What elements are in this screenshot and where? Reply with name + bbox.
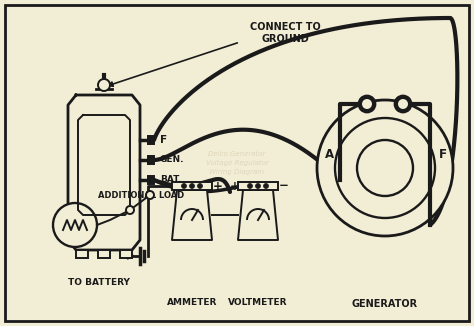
Text: AMMETER: AMMETER bbox=[167, 298, 217, 307]
Circle shape bbox=[255, 184, 261, 188]
Circle shape bbox=[190, 184, 194, 188]
Text: CONNECT TO
GROUND: CONNECT TO GROUND bbox=[250, 22, 320, 44]
Bar bbox=[238, 182, 278, 190]
Circle shape bbox=[363, 100, 371, 108]
Circle shape bbox=[182, 184, 186, 188]
Circle shape bbox=[98, 79, 110, 91]
Text: VOLTMETER: VOLTMETER bbox=[228, 298, 288, 307]
Circle shape bbox=[198, 184, 202, 188]
Circle shape bbox=[264, 184, 268, 188]
Text: ADDITIONAL LOAD: ADDITIONAL LOAD bbox=[98, 190, 184, 200]
Text: A: A bbox=[326, 148, 335, 161]
Circle shape bbox=[395, 96, 411, 112]
Text: BAT.: BAT. bbox=[160, 175, 182, 185]
Circle shape bbox=[146, 191, 154, 199]
Text: Delco Generator
Voltage Regulator
Wiring Diagram: Delco Generator Voltage Regulator Wiring… bbox=[206, 151, 268, 175]
Circle shape bbox=[335, 118, 435, 218]
Polygon shape bbox=[78, 115, 130, 215]
Text: F: F bbox=[160, 135, 167, 145]
Circle shape bbox=[357, 140, 413, 196]
Circle shape bbox=[359, 96, 375, 112]
FancyBboxPatch shape bbox=[76, 250, 88, 258]
Circle shape bbox=[247, 184, 253, 188]
Bar bbox=[172, 182, 212, 190]
Circle shape bbox=[399, 100, 407, 108]
Polygon shape bbox=[172, 190, 212, 240]
FancyBboxPatch shape bbox=[120, 250, 132, 258]
FancyBboxPatch shape bbox=[98, 250, 110, 258]
Polygon shape bbox=[238, 190, 278, 240]
Text: −: − bbox=[164, 180, 174, 192]
Text: GEN.: GEN. bbox=[160, 156, 184, 165]
FancyBboxPatch shape bbox=[5, 5, 469, 321]
Polygon shape bbox=[68, 95, 140, 250]
Circle shape bbox=[317, 100, 453, 236]
Text: +: + bbox=[213, 180, 223, 192]
Text: +: + bbox=[230, 180, 240, 192]
Circle shape bbox=[126, 206, 134, 214]
Text: −: − bbox=[279, 180, 289, 192]
Text: F: F bbox=[439, 148, 447, 161]
Bar bbox=[148, 136, 154, 144]
Text: GENERATOR: GENERATOR bbox=[352, 299, 418, 309]
Circle shape bbox=[53, 203, 97, 247]
Bar bbox=[148, 156, 154, 164]
Text: TO BATTERY: TO BATTERY bbox=[68, 278, 130, 287]
Bar bbox=[148, 176, 154, 184]
